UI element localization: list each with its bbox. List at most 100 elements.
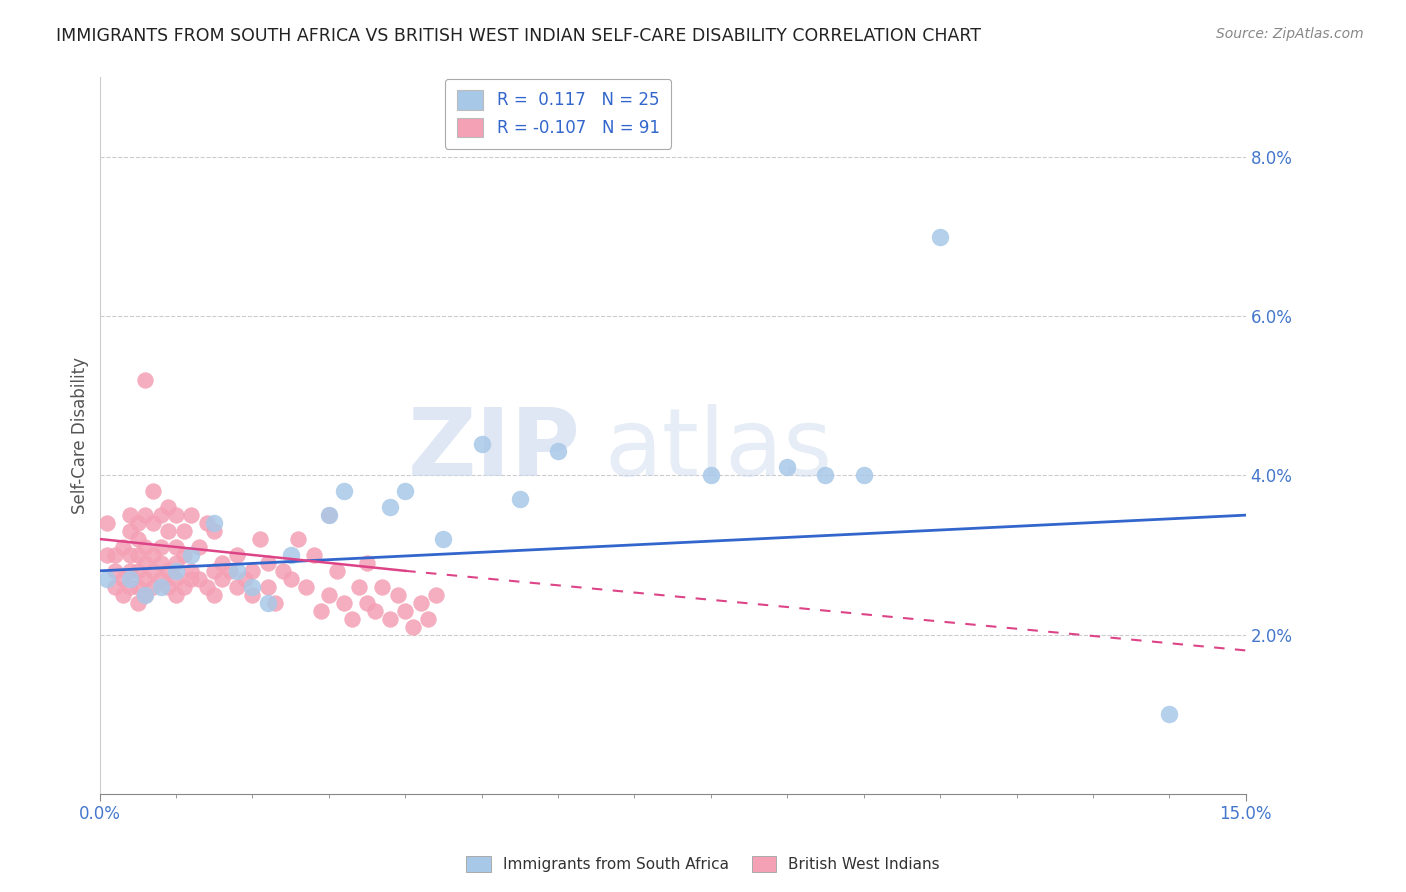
Point xyxy=(280,548,302,562)
Point xyxy=(409,596,432,610)
Point xyxy=(249,532,271,546)
Point xyxy=(134,373,156,387)
Point xyxy=(776,460,799,475)
Point xyxy=(149,556,172,570)
Point xyxy=(173,524,195,538)
Point xyxy=(287,532,309,546)
Point xyxy=(157,500,180,515)
Point xyxy=(120,580,142,594)
Point xyxy=(149,508,172,523)
Point xyxy=(142,548,165,562)
Point xyxy=(134,588,156,602)
Point xyxy=(264,596,287,610)
Point xyxy=(547,444,569,458)
Point xyxy=(127,516,149,530)
Point xyxy=(111,572,134,586)
Point xyxy=(165,564,187,578)
Point xyxy=(233,572,256,586)
Point xyxy=(157,580,180,594)
Y-axis label: Self-Care Disability: Self-Care Disability xyxy=(72,357,89,514)
Point xyxy=(173,580,195,594)
Point xyxy=(242,588,264,602)
Point xyxy=(280,572,302,586)
Point xyxy=(195,580,218,594)
Point xyxy=(173,548,195,562)
Point xyxy=(295,580,318,594)
Text: atlas: atlas xyxy=(605,404,832,496)
Point xyxy=(349,580,371,594)
Point xyxy=(226,564,249,578)
Point xyxy=(318,508,340,523)
Point xyxy=(142,580,165,594)
Point xyxy=(180,548,202,562)
Point xyxy=(211,556,233,570)
Point xyxy=(142,516,165,530)
Point xyxy=(318,588,340,602)
Point xyxy=(165,508,187,523)
Point xyxy=(371,580,394,594)
Point xyxy=(120,572,142,586)
Point xyxy=(157,524,180,538)
Point xyxy=(165,572,187,586)
Point xyxy=(814,468,837,483)
Text: ZIP: ZIP xyxy=(408,404,581,496)
Point xyxy=(356,596,378,610)
Point xyxy=(509,492,531,507)
Point xyxy=(929,229,952,244)
Point xyxy=(242,564,264,578)
Point xyxy=(325,564,347,578)
Point xyxy=(202,516,225,530)
Point xyxy=(96,516,118,530)
Point xyxy=(157,564,180,578)
Point xyxy=(242,580,264,594)
Point xyxy=(356,556,378,570)
Point xyxy=(180,572,202,586)
Point xyxy=(226,580,249,594)
Point xyxy=(188,572,211,586)
Point xyxy=(309,604,332,618)
Point xyxy=(378,611,401,625)
Point xyxy=(340,611,363,625)
Point xyxy=(134,588,156,602)
Point xyxy=(149,580,172,594)
Point xyxy=(149,540,172,554)
Point xyxy=(149,572,172,586)
Point xyxy=(218,564,240,578)
Point xyxy=(134,540,156,554)
Point xyxy=(165,588,187,602)
Point xyxy=(180,508,202,523)
Point xyxy=(202,564,225,578)
Point xyxy=(418,611,440,625)
Point xyxy=(333,596,356,610)
Point xyxy=(471,436,494,450)
Point xyxy=(96,572,118,586)
Point xyxy=(111,588,134,602)
Point xyxy=(700,468,723,483)
Point xyxy=(394,604,416,618)
Text: Source: ZipAtlas.com: Source: ZipAtlas.com xyxy=(1216,27,1364,41)
Point xyxy=(425,588,447,602)
Point xyxy=(127,580,149,594)
Point xyxy=(127,532,149,546)
Point xyxy=(120,548,142,562)
Point xyxy=(104,580,127,594)
Point xyxy=(432,532,454,546)
Point xyxy=(378,500,401,515)
Point xyxy=(165,540,187,554)
Legend: Immigrants from South Africa, British West Indians: Immigrants from South Africa, British We… xyxy=(458,848,948,880)
Point xyxy=(211,572,233,586)
Point xyxy=(127,564,149,578)
Point xyxy=(271,564,294,578)
Point xyxy=(188,540,211,554)
Point xyxy=(195,516,218,530)
Point xyxy=(127,596,149,610)
Text: IMMIGRANTS FROM SOUTH AFRICA VS BRITISH WEST INDIAN SELF-CARE DISABILITY CORRELA: IMMIGRANTS FROM SOUTH AFRICA VS BRITISH … xyxy=(56,27,981,45)
Point xyxy=(142,564,165,578)
Legend: R =  0.117   N = 25, R = -0.107   N = 91: R = 0.117 N = 25, R = -0.107 N = 91 xyxy=(444,78,671,149)
Point xyxy=(120,508,142,523)
Point xyxy=(111,540,134,554)
Point xyxy=(120,524,142,538)
Point xyxy=(134,556,156,570)
Point xyxy=(180,564,202,578)
Point xyxy=(134,572,156,586)
